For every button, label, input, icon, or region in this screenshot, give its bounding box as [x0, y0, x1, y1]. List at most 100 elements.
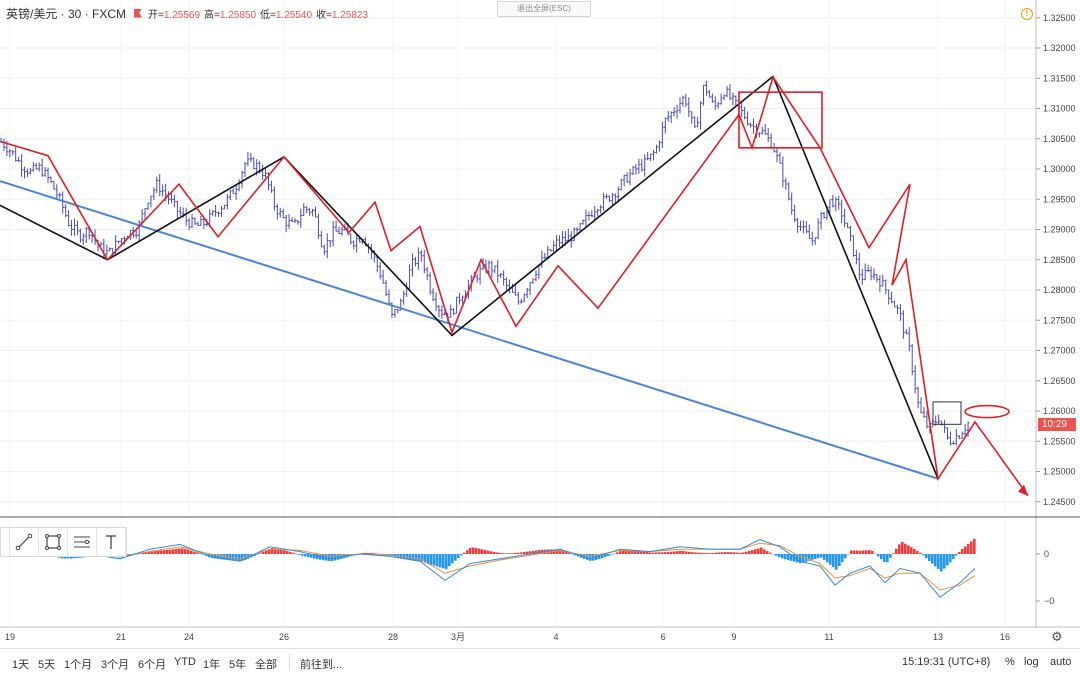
candle-bar	[761, 126, 764, 135]
time-tick-label: 4	[553, 632, 558, 642]
macd-histogram-bar	[145, 552, 148, 554]
candle-bar	[305, 206, 308, 214]
macd-histogram-bar	[604, 554, 607, 558]
macd-histogram-bar	[172, 549, 175, 554]
macd-histogram-bar	[613, 553, 616, 555]
candle-bar	[746, 111, 749, 126]
candle-bar	[649, 153, 652, 162]
candle-bar	[672, 106, 676, 117]
text-tool-icon[interactable]	[97, 528, 126, 556]
symbol-title[interactable]: 英镑/美元 · 30 · FXCM	[6, 6, 127, 21]
annotation-box	[932, 401, 962, 425]
macd-histogram-bar	[154, 550, 157, 554]
macd-tick-label: 0	[1044, 549, 1049, 559]
candle-bar	[937, 414, 940, 424]
range-1m-button[interactable]: 1个月	[64, 659, 93, 671]
warning-icon[interactable]: !	[1021, 8, 1033, 20]
macd-histogram-bar	[532, 550, 535, 554]
macd-histogram-bar	[199, 553, 202, 554]
gear-icon[interactable]: ⚙	[1051, 629, 1063, 644]
macd-histogram-bar	[778, 554, 781, 558]
time-tick-label: 28	[388, 632, 398, 642]
candle-bar	[311, 208, 314, 217]
price-tick-label: 1.27500	[1043, 315, 1076, 325]
auto-scale-toggle[interactable]: auto	[1050, 656, 1072, 668]
candle-bar	[270, 180, 273, 193]
exit-fullscreen-button[interactable]: 退出全屏(ESC)	[497, 1, 591, 17]
fib-tool-icon[interactable]	[68, 528, 97, 556]
range-5y-button[interactable]: 5年	[229, 659, 247, 671]
candle-bar	[805, 220, 808, 234]
macd-histogram-bar	[271, 548, 274, 554]
candle-bar	[499, 272, 502, 279]
candle-bar	[590, 210, 594, 218]
candle-bar	[199, 215, 203, 226]
range-1y-button[interactable]: 1年	[203, 659, 221, 671]
candle-bar	[910, 344, 914, 376]
macd-histogram-bar	[340, 554, 343, 559]
candle-bar	[596, 208, 599, 217]
candle-bar	[337, 226, 341, 234]
range-6m-button[interactable]: 6个月	[138, 659, 167, 671]
candle-bar	[320, 230, 323, 248]
macd-histogram-bar	[796, 554, 799, 563]
macd-histogram-bar	[721, 552, 724, 554]
flag-icon[interactable]	[134, 8, 143, 18]
percent-scale-toggle[interactable]: %	[1005, 656, 1015, 668]
macd-histogram-bar	[505, 553, 508, 554]
candle-bar	[722, 94, 726, 100]
clock-readout[interactable]: 15:19:31 (UTC+8)	[902, 656, 991, 668]
candle-bar	[231, 187, 235, 195]
macd-histogram-bar	[790, 554, 793, 561]
ohlc-close: 收=1.25823	[316, 9, 369, 21]
price-tick-label: 1.27000	[1043, 346, 1076, 356]
macd-histogram-bar	[472, 547, 475, 554]
macd-histogram-bar	[793, 554, 796, 562]
range-5d-button[interactable]: 5天	[38, 659, 56, 671]
toolbar-divider	[289, 654, 290, 670]
candle-bar	[699, 101, 702, 130]
macd-histogram-bar	[241, 554, 244, 561]
log-scale-toggle[interactable]: log	[1024, 656, 1039, 668]
macd-histogram-bar	[712, 552, 715, 554]
candle-bar	[863, 263, 867, 281]
candle-bar	[758, 132, 761, 138]
macd-histogram-bar	[310, 554, 313, 558]
macd-histogram-bar	[601, 554, 604, 559]
line-tool-icon[interactable]	[10, 528, 39, 556]
candle-bar	[84, 226, 88, 244]
candle-bar	[866, 265, 870, 273]
range-3m-button[interactable]: 3个月	[101, 659, 130, 671]
goto-date-button[interactable]: 前往到...	[300, 659, 343, 671]
macd-histogram-bar	[949, 554, 952, 563]
macd-histogram-bar	[535, 550, 538, 554]
macd-histogram-bar	[373, 553, 376, 554]
macd-histogram-bar	[406, 554, 409, 560]
range-all-button[interactable]: 全部	[255, 659, 277, 671]
candle-bar	[813, 237, 817, 245]
macd-histogram-bar	[973, 538, 976, 554]
macd-histogram-bar	[898, 544, 901, 554]
candle-bar	[575, 227, 579, 235]
macd-histogram-bar	[847, 554, 850, 555]
macd-histogram-bar	[943, 554, 946, 569]
toolbox-grip-handle[interactable]	[1, 528, 10, 556]
candle-bar	[458, 293, 461, 305]
macd-histogram-bar	[625, 550, 628, 554]
macd-histogram-bar	[820, 554, 823, 558]
macd-histogram-bar	[559, 549, 562, 554]
candle-bar	[517, 291, 520, 305]
candle-bar	[896, 304, 899, 315]
candle-bar	[899, 304, 902, 321]
candle-bar	[619, 178, 623, 191]
macd-histogram-bar	[451, 554, 454, 564]
candle-bar	[170, 192, 173, 204]
rect-tool-icon[interactable]	[39, 528, 68, 556]
candle-bar	[58, 192, 62, 199]
candle-bar	[240, 170, 244, 189]
macd-histogram-bar	[637, 550, 640, 554]
candle-bar	[502, 270, 505, 286]
range-1d-button[interactable]: 1天	[12, 659, 30, 671]
range-ytd-button[interactable]: YTD	[174, 656, 196, 668]
